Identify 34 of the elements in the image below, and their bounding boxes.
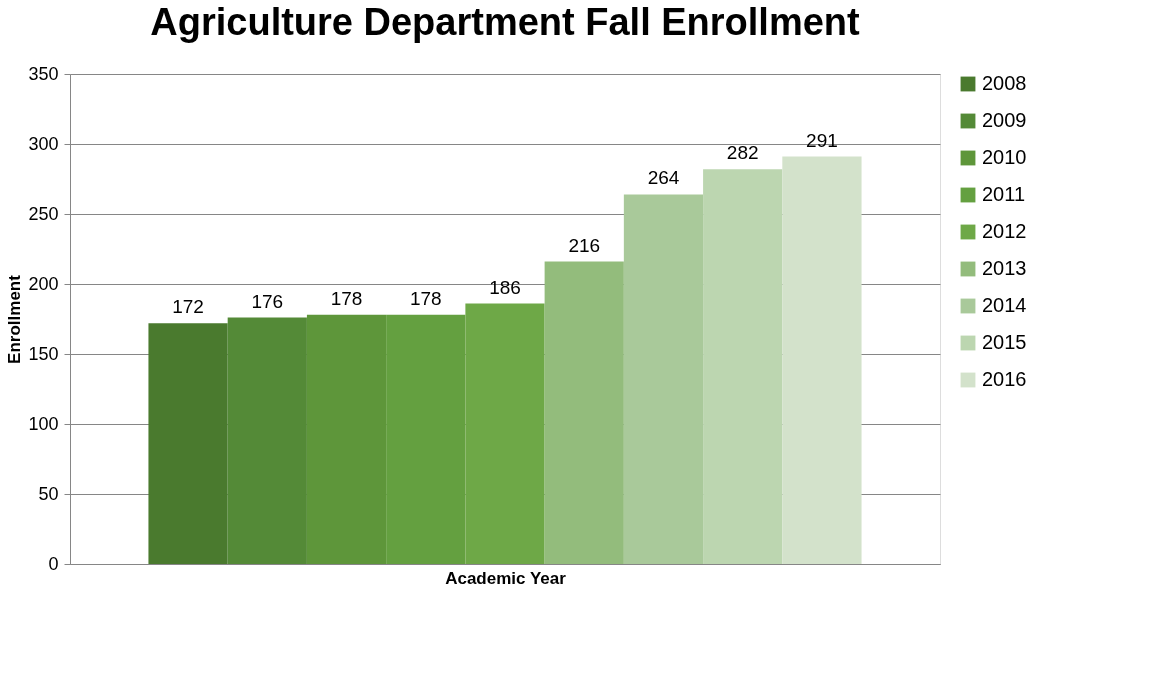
- data-label: 178: [409, 287, 442, 309]
- data-label: 178: [330, 287, 363, 309]
- data-label: 264: [647, 167, 680, 189]
- chart-title: Agriculture Department Fall Enrollment: [150, 1, 861, 43]
- data-label: 282: [726, 142, 759, 164]
- legend-label: 2015: [982, 331, 1027, 353]
- x-axis-title: Academic Year: [445, 568, 567, 588]
- bar: [703, 169, 783, 564]
- data-label: 176: [251, 290, 284, 312]
- data-label: 291: [806, 129, 838, 151]
- data-label: 186: [489, 276, 521, 298]
- y-tick-label: 250: [28, 203, 59, 224]
- y-tick-label: 0: [48, 553, 59, 574]
- legend-label: 2014: [982, 294, 1027, 316]
- y-tick-label: 50: [38, 483, 59, 504]
- legend-label: 2012: [982, 220, 1027, 242]
- bar: [544, 261, 624, 564]
- legend-label: 2010: [982, 146, 1027, 168]
- y-tick-label: 100: [28, 413, 59, 434]
- legend-label: 2011: [982, 183, 1026, 205]
- bar: [148, 323, 228, 564]
- legend-label: 2013: [982, 257, 1027, 279]
- y-tick-label: 150: [28, 343, 59, 364]
- data-label: 172: [172, 296, 204, 318]
- y-tick-label: 300: [28, 133, 59, 154]
- legend-label: 2008: [982, 72, 1027, 94]
- legend-label: 2016: [982, 368, 1027, 390]
- data-label: 216: [568, 234, 601, 256]
- y-axis-title: Enrollment: [5, 274, 25, 364]
- y-tick-label: 200: [28, 273, 59, 294]
- y-tick-label: 350: [28, 63, 59, 84]
- legend-label: 2009: [982, 109, 1027, 131]
- bar: [623, 194, 704, 564]
- bar: [782, 156, 862, 564]
